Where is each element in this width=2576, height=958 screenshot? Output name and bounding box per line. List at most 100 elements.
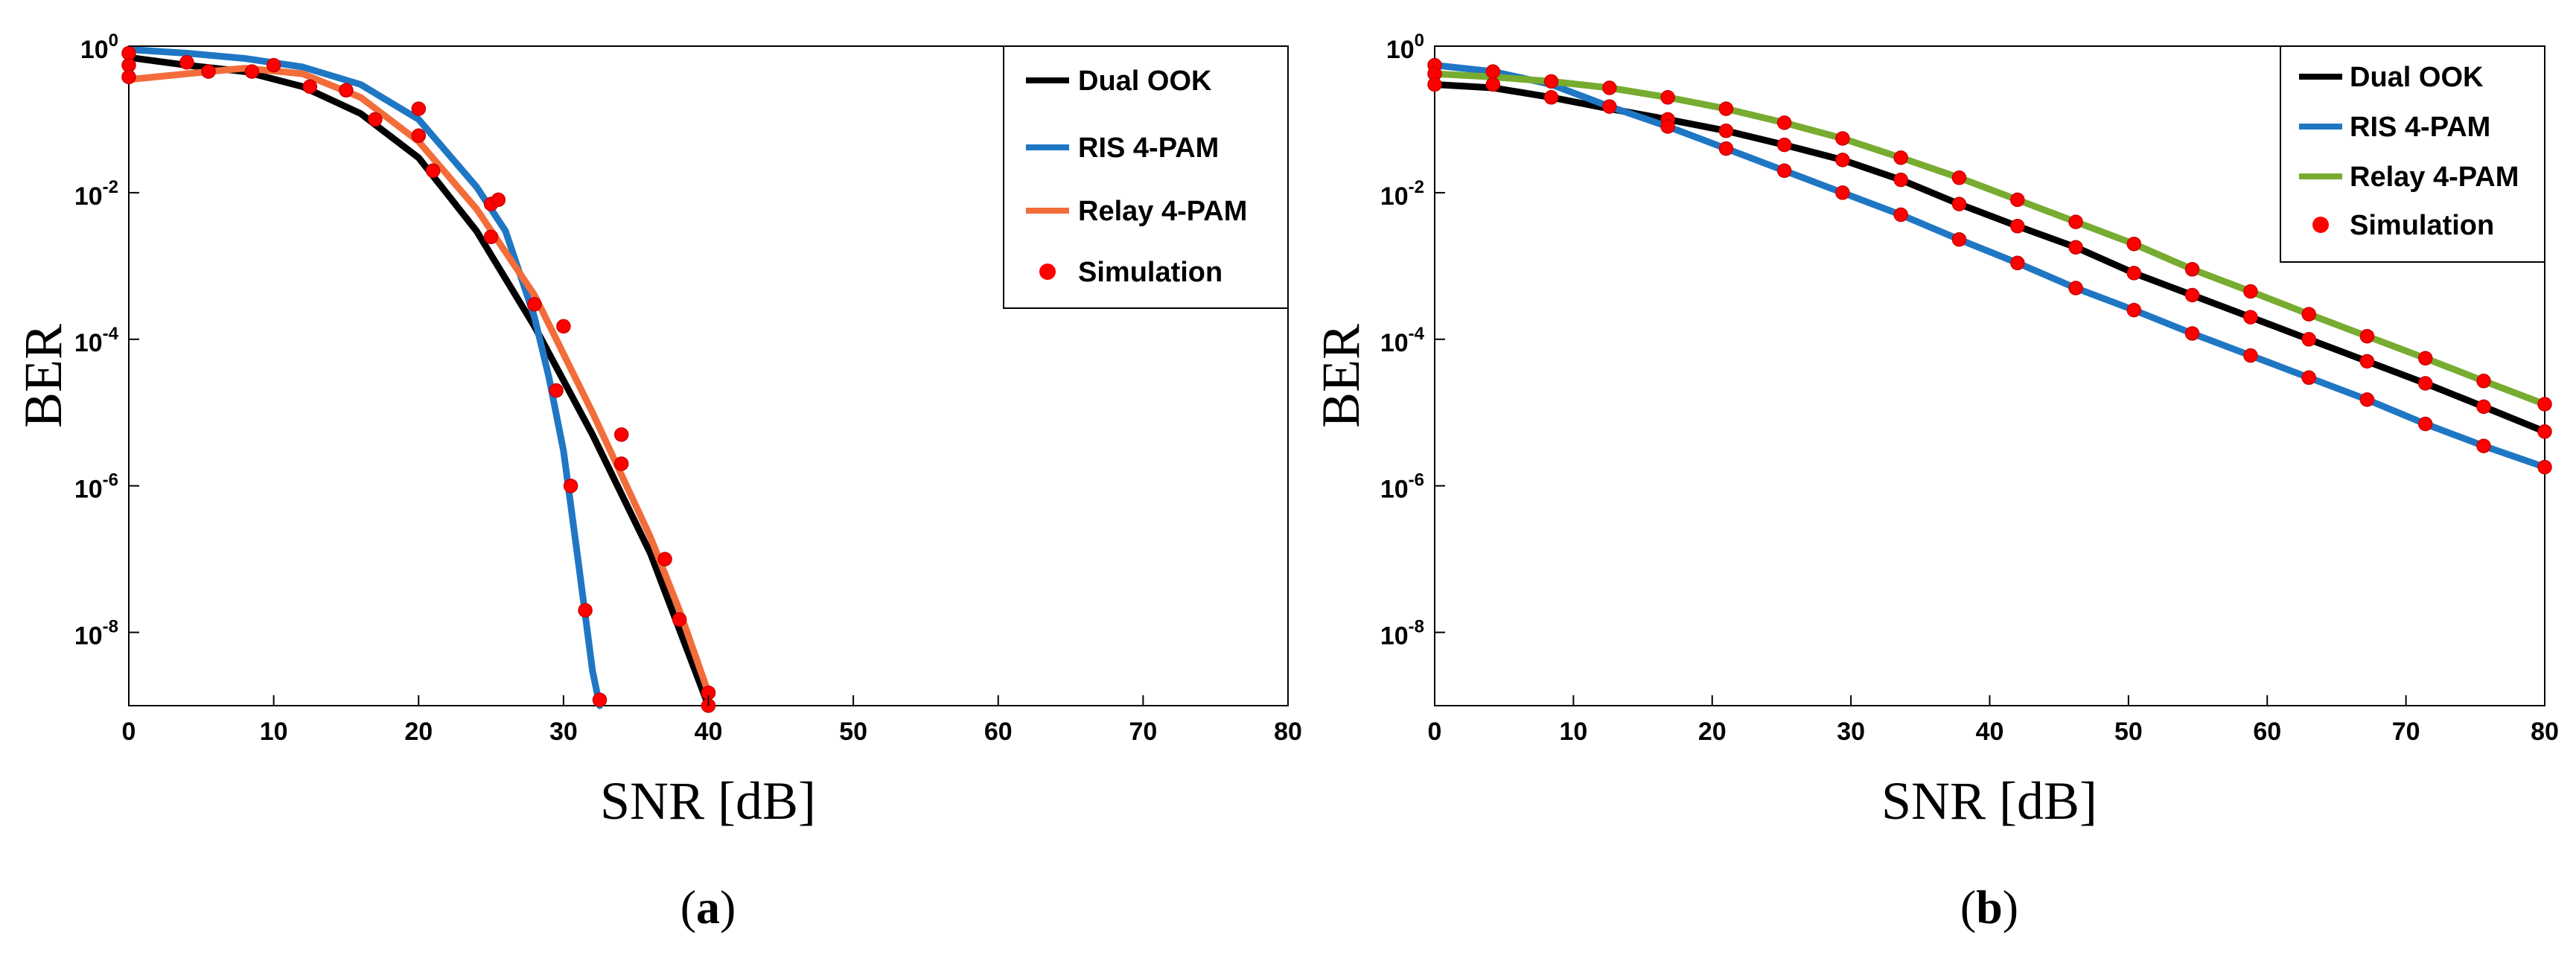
legend-label-relay: Relay 4-PAM: [2350, 162, 2519, 193]
y-tick-label: 10-2: [74, 177, 118, 211]
simulation-point: [527, 297, 542, 312]
simulation-point: [2476, 438, 2491, 453]
simulation-point: [411, 101, 427, 116]
legend-label-simulation: Simulation: [2350, 210, 2494, 241]
legend-label-relay: Relay 4-PAM: [1078, 196, 1247, 227]
legend-label-dual-ook: Dual OOK: [1078, 66, 1212, 97]
simulation-point: [1718, 101, 1734, 116]
simulation-point: [2243, 348, 2258, 363]
simulation-point: [672, 612, 687, 627]
y-tick-label: 100: [80, 31, 118, 64]
simulation-point: [1718, 123, 1734, 138]
legend-label-ris: RIS 4-PAM: [1078, 132, 1219, 164]
x-tick-label: 30: [549, 718, 578, 746]
simulation-point: [2068, 214, 2083, 229]
legend: Dual OOK RIS 4-PAM Relay 4-PAM Simulatio…: [2280, 45, 2545, 263]
x-tick-label: 80: [2531, 718, 2559, 746]
simulation-point: [121, 69, 136, 85]
simulation-point: [1602, 99, 1617, 114]
y-tick-label: 10-6: [1380, 470, 1424, 504]
simulation-point: [2184, 262, 2200, 277]
simulation-point: [1718, 141, 1734, 156]
simulation-point: [2417, 351, 2433, 366]
simulation-point: [613, 456, 629, 471]
simulation-point: [1893, 150, 1908, 165]
x-tick-label: 50: [2114, 718, 2143, 746]
x-tick-label: 80: [1274, 718, 1302, 746]
x-tick-label: 30: [1837, 718, 1865, 746]
simulation-point: [2476, 399, 2491, 415]
simulation-point: [179, 55, 194, 70]
simulation-point: [1485, 64, 1501, 79]
simulation-point: [2243, 284, 2258, 299]
simulation-point: [2359, 328, 2375, 344]
simulation-point: [121, 45, 136, 61]
simulation-point: [302, 79, 318, 95]
simulation-point: [1660, 119, 1675, 134]
x-tick-label: 20: [404, 718, 433, 746]
simulation-point: [1835, 185, 1850, 200]
y-tick-label: 10-8: [74, 617, 118, 651]
y-axis-label: BER: [1311, 324, 1371, 428]
simulation-point: [1835, 153, 1850, 167]
simulation-point: [2359, 354, 2375, 369]
simulation-point: [1660, 90, 1675, 105]
simulation-point: [339, 83, 354, 98]
simulation-point: [368, 112, 383, 127]
simulation-point: [2126, 302, 2142, 318]
simulation-point: [266, 57, 281, 73]
simulation-point: [1951, 231, 1967, 247]
simulation-point: [2537, 397, 2552, 412]
y-tick-label: 100: [1386, 31, 1424, 64]
simulation-point: [657, 552, 672, 566]
simulation-point: [2301, 307, 2316, 322]
legend-label-dual-ook: Dual OOK: [2350, 62, 2484, 93]
x-axis-label: SNR [dB]: [1881, 771, 2097, 831]
simulation-point: [1776, 137, 1792, 153]
legend-swatch-simulation: [1039, 264, 1056, 280]
simulation-point: [2184, 326, 2200, 341]
simulation-point: [244, 64, 260, 79]
simulation-point: [2359, 392, 2375, 407]
y-tick-label: 10-4: [74, 324, 119, 357]
simulation-point: [2417, 376, 2433, 391]
x-tick-label: 20: [1698, 718, 1727, 746]
y-axis-label: BER: [13, 324, 73, 428]
panel-caption-b: (b): [1960, 881, 2018, 933]
simulation-point: [2301, 370, 2316, 386]
x-tick-label: 10: [1559, 718, 1587, 746]
simulation-point: [2068, 281, 2083, 296]
x-tick-label: 0: [1428, 718, 1442, 746]
simulation-point: [2476, 374, 2491, 389]
simulation-point: [491, 192, 506, 208]
simulation-point: [411, 128, 427, 144]
simulation-point: [1602, 80, 1617, 95]
simulation-point: [1543, 90, 1559, 105]
simulation-point: [2010, 192, 2025, 208]
simulation-point: [2010, 219, 2025, 234]
simulation-point: [2126, 236, 2142, 252]
y-tick-label: 10-8: [1380, 617, 1424, 651]
simulation-point: [2301, 332, 2316, 347]
chart-panel-a: 0 10 20 30 40 50 60 70 80 100 10-2 10-4 10-6 10-8 SN…: [13, 31, 1302, 933]
simulation-point: [549, 383, 564, 398]
simulation-point: [2010, 255, 2025, 271]
series-line-ris-4-pam: [1431, 62, 2548, 470]
x-tick-label: 60: [984, 718, 1013, 746]
legend-swatch-simulation: [2312, 217, 2329, 233]
simulation-point: [1893, 172, 1908, 188]
simulation-point: [2068, 240, 2083, 255]
x-tick-label: 10: [260, 718, 288, 746]
simulation-point: [1835, 131, 1850, 146]
simulation-point: [556, 319, 571, 334]
simulation-point: [1893, 207, 1908, 223]
x-tick-label: 40: [1976, 718, 2004, 746]
simulation-point: [613, 427, 629, 442]
simulation-point: [2126, 266, 2142, 281]
simulation-point: [1951, 197, 1967, 211]
simulation-point: [483, 229, 499, 244]
simulation-point: [578, 603, 593, 618]
x-tick-label: 70: [1129, 718, 1157, 746]
legend-label-simulation: Simulation: [1078, 257, 1222, 288]
series-line-relay-4-pam: [1431, 70, 2548, 408]
